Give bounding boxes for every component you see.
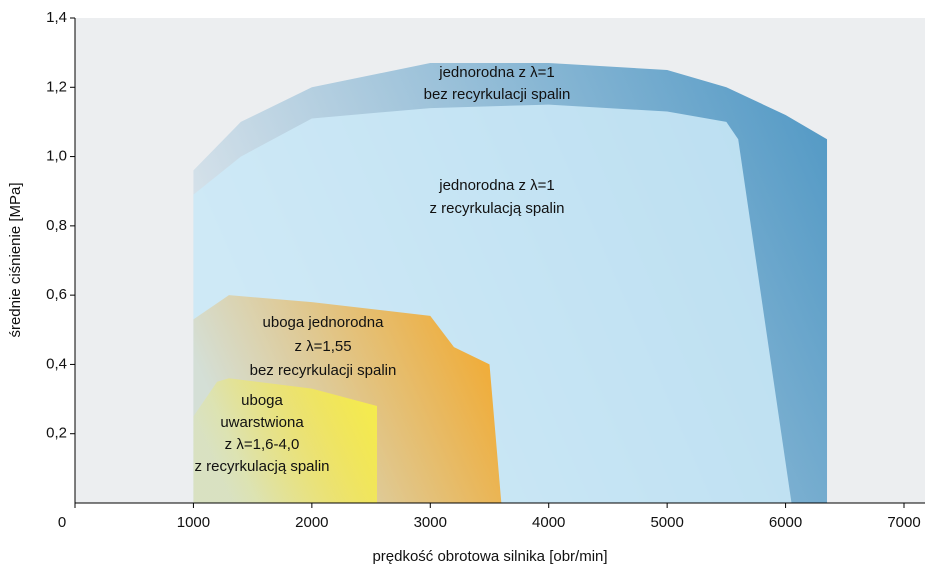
y-tick-label: 0,2 <box>46 425 67 442</box>
x-tick-label: 7000 <box>887 514 920 531</box>
y-tick-label: 0,8 <box>46 217 67 234</box>
region-label: jednorodna z λ=1 <box>438 64 555 81</box>
region-label: uwarstwiona <box>220 414 304 431</box>
region-label: z λ=1,6-4,0 <box>225 436 300 453</box>
region-label: z λ=1,55 <box>294 338 351 355</box>
x-tick-label: 4000 <box>532 514 565 531</box>
y-axis-label: średnie ciśnienie [MPa] <box>7 182 24 337</box>
x-tick-label: 0 <box>58 514 66 531</box>
region-label: jednorodna z λ=1 <box>438 177 555 194</box>
y-tick-label: 1,4 <box>46 9 67 26</box>
x-tick-label: 6000 <box>769 514 802 531</box>
region-label: bez recyrkulacji spalin <box>424 86 571 103</box>
y-tick-label: 0,6 <box>46 286 67 303</box>
region <box>193 378 377 503</box>
y-tick-label: 1,0 <box>46 148 67 165</box>
x-tick-label: 1000 <box>177 514 210 531</box>
region-label: z recyrkulacją spalin <box>429 200 564 217</box>
region-label: z recyrkulacją spalin <box>194 458 329 475</box>
y-tick-label: 0,4 <box>46 355 67 372</box>
x-tick-label: 5000 <box>650 514 683 531</box>
x-axis-label: prędkość obrotowa silnika [obr/min] <box>372 548 607 565</box>
region-label: uboga <box>241 392 283 409</box>
x-tick-label: 2000 <box>295 514 328 531</box>
region-label: uboga jednorodna <box>263 314 385 331</box>
region-label: bez recyrkulacji spalin <box>250 362 397 379</box>
y-tick-label: 1,2 <box>46 78 67 95</box>
x-tick-label: 3000 <box>414 514 447 531</box>
